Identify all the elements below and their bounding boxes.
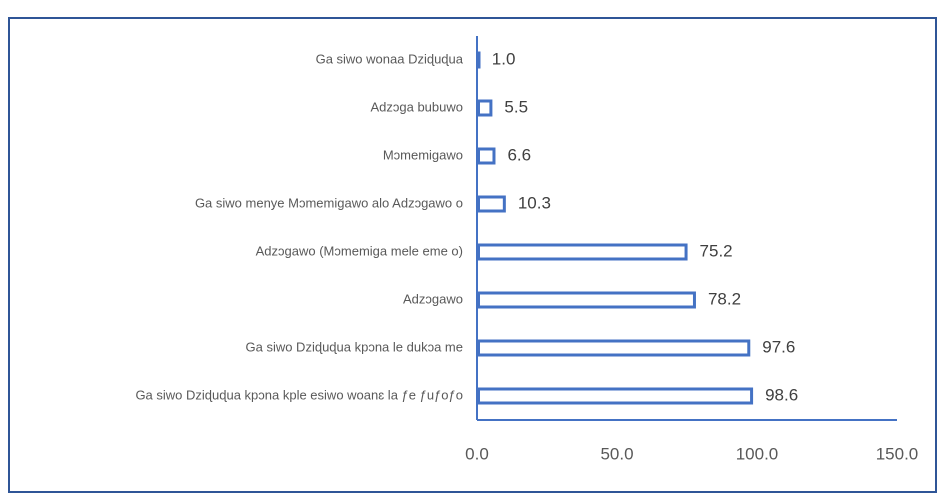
category-label: Ga siwo wonaa Dziɖuɖua xyxy=(316,51,464,66)
category-label: Ga siwo Dziɖuɖua kpɔna kple esiwo woanɛ … xyxy=(135,387,463,402)
x-tick-label: 150.0 xyxy=(876,444,919,463)
x-tick-label: 0.0 xyxy=(465,444,489,463)
value-label: 10.3 xyxy=(518,193,551,212)
category-label: Adzɔgawo xyxy=(403,291,463,306)
bar xyxy=(477,387,754,405)
chart-frame xyxy=(8,17,937,493)
category-label: Adzɔgawo (Mɔmemiga mele eme o) xyxy=(256,243,463,258)
x-tick-label: 100.0 xyxy=(736,444,779,463)
x-tick-label: 50.0 xyxy=(600,444,633,463)
category-label: Mɔmemigawo xyxy=(383,147,463,162)
category-label: Ga siwo Dziɖuɖua kpɔna le dukɔa me xyxy=(245,339,463,354)
bar xyxy=(477,291,696,309)
category-label: Adzɔga bubuwo xyxy=(370,99,463,114)
category-label: Ga siwo menye Mɔmemigawo alo Adzɔgawo o xyxy=(195,195,463,210)
bar xyxy=(477,339,751,357)
bar xyxy=(477,195,506,213)
bar xyxy=(477,51,481,69)
value-label: 6.6 xyxy=(507,145,531,164)
bar xyxy=(477,99,493,117)
value-label: 75.2 xyxy=(700,241,733,260)
value-label: 98.6 xyxy=(765,385,798,404)
value-label: 5.5 xyxy=(504,97,528,116)
value-label: 78.2 xyxy=(708,289,741,308)
bar xyxy=(477,147,496,165)
value-label: 97.6 xyxy=(762,337,795,356)
value-label: 1.0 xyxy=(492,49,516,68)
bar xyxy=(477,243,688,261)
